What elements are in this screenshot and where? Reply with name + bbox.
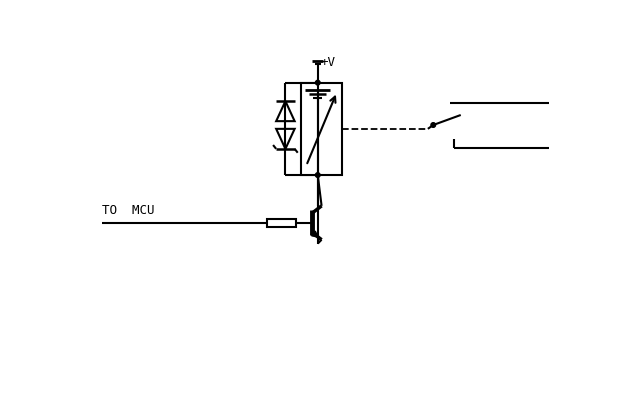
Text: +V: +V (321, 56, 336, 69)
Circle shape (316, 173, 320, 177)
Bar (301, 83, 342, 175)
Circle shape (316, 80, 320, 85)
Bar (267, 218, 296, 227)
Circle shape (431, 123, 436, 127)
Text: TO  MCU: TO MCU (102, 204, 154, 218)
